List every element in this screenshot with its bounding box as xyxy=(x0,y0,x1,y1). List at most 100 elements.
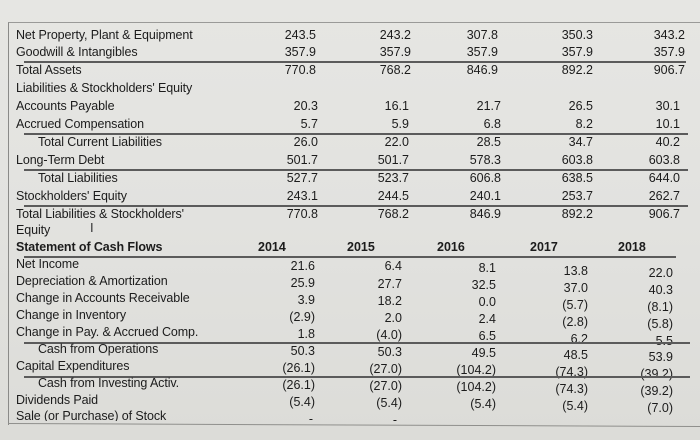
row-label: Total Current Liabilities xyxy=(38,135,162,149)
value-2018: 22.0 xyxy=(648,266,673,280)
value-2017: 26.5 xyxy=(568,99,593,113)
value-2015: 22.0 xyxy=(384,135,409,149)
row-accounts-payable: Accounts Payable 20.3 16.1 21.7 26.5 30.… xyxy=(0,98,700,116)
year-header-2017: 2017 xyxy=(530,240,558,254)
row-label: Change in Accounts Receivable xyxy=(16,291,190,305)
value-2015: (27.0) xyxy=(369,379,402,393)
value-2016: 21.7 xyxy=(476,99,501,113)
row-label: Net Property, Plant & Equipment xyxy=(16,28,193,42)
value-2017: (74.3) xyxy=(555,382,588,396)
value-2015: 16.1 xyxy=(384,99,409,113)
value-2016: (104.2) xyxy=(456,380,496,394)
row-label: Stockholders' Equity xyxy=(16,189,127,203)
value-2016: (5.4) xyxy=(470,397,496,411)
value-2017: 253.7 xyxy=(561,189,593,203)
value-2015: 768.2 xyxy=(379,63,411,77)
value-2017: 892.2 xyxy=(561,207,593,221)
value-2014: (5.4) xyxy=(289,395,315,409)
value-2018: 53.9 xyxy=(648,350,673,364)
row-label: Depreciation & Amortization xyxy=(16,274,168,288)
value-2015: (4.0) xyxy=(376,328,402,342)
value-2016: 8.1 xyxy=(478,261,496,275)
row-total-liabilities-equity: Total Liabilities & Stockholders' Equity… xyxy=(0,206,700,237)
row-change-payables: Change in Pay. & Accrued Comp. 1.8 (4.0)… xyxy=(0,324,700,348)
value-2018: - xyxy=(597,414,667,421)
divider xyxy=(24,169,688,171)
row-label: Total Liabilities xyxy=(38,171,118,185)
value-2014: 25.9 xyxy=(290,276,315,290)
value-2017: (5.7) xyxy=(562,298,588,312)
value-2016: 606.8 xyxy=(469,171,501,185)
row-cash-from-operations: Cash from Operations 50.3 50.3 49.5 48.5… xyxy=(0,341,700,364)
value-2018: 40.2 xyxy=(655,135,680,149)
row-change-ar: Change in Accounts Receivable 3.9 18.2 0… xyxy=(0,290,700,314)
value-2014: 1.8 xyxy=(297,327,315,341)
value-2014: 527.7 xyxy=(286,171,318,185)
row-dividends-paid: Dividends Paid (5.4) (5.4) (5.4) (5.4) (… xyxy=(0,392,700,415)
value-2015: 501.7 xyxy=(377,153,409,167)
value-2015: 2.0 xyxy=(384,311,402,325)
value-2018: 262.7 xyxy=(648,189,680,203)
value-2015: 523.7 xyxy=(377,171,409,185)
value-2018: 10.1 xyxy=(655,117,680,131)
row-total-liabilities: Total Liabilities 527.7 523.7 606.8 638.… xyxy=(0,170,700,188)
section-title: Statement of Cash Flows xyxy=(16,240,163,254)
value-2015: 5.9 xyxy=(391,117,409,131)
row-total-current-liabilities: Total Current Liabilities 26.0 22.0 28.5… xyxy=(0,134,700,152)
divider xyxy=(24,133,688,135)
divider xyxy=(24,342,690,344)
row-label: Change in Pay. & Accrued Comp. xyxy=(16,325,199,339)
value-2014: 770.8 xyxy=(286,207,318,221)
value-2018: 357.9 xyxy=(653,45,685,59)
value-2017: 8.2 xyxy=(575,117,593,131)
value-2017: 357.9 xyxy=(561,45,593,59)
value-2015: - xyxy=(392,413,397,421)
row-stockholders-equity: Stockholders' Equity 243.1 244.5 240.1 2… xyxy=(0,188,700,206)
divider xyxy=(24,61,686,63)
row-label: Total Assets xyxy=(16,63,82,77)
value-2016: 32.5 xyxy=(471,278,496,292)
row-label: Net Income xyxy=(16,257,79,271)
value-2015: 768.2 xyxy=(377,207,409,221)
value-2014: 243.5 xyxy=(284,28,316,42)
row-long-term-debt: Long-Term Debt 501.7 501.7 578.3 603.8 6… xyxy=(0,152,700,170)
value-2014: 5.7 xyxy=(300,117,318,131)
value-2014: 50.3 xyxy=(290,344,315,358)
value-2016: 307.8 xyxy=(466,28,498,42)
row-label-continued: Equity xyxy=(16,223,51,237)
financial-statement-sheet xyxy=(8,22,700,425)
value-2018: 343.2 xyxy=(653,28,685,42)
value-2016: 2.4 xyxy=(478,312,496,326)
value-2018: (7.0) xyxy=(647,401,673,415)
value-2015: (27.0) xyxy=(369,362,402,376)
value-2015: 27.7 xyxy=(377,277,402,291)
value-2017: 892.2 xyxy=(561,63,593,77)
value-2018: (8.1) xyxy=(647,300,673,314)
value-2017: 350.3 xyxy=(561,28,593,42)
value-2014: (2.9) xyxy=(289,310,315,324)
value-2018: (39.2) xyxy=(640,367,673,381)
row-label: Capital Expenditures xyxy=(16,359,130,373)
row-label: Sale (or Purchase) of Stock xyxy=(16,409,167,421)
row-cash-from-investing: Cash from Investing Activ. (26.1) (27.0)… xyxy=(0,375,700,398)
value-2018: 30.1 xyxy=(655,99,680,113)
divider xyxy=(24,256,676,258)
row-label: Long-Term Debt xyxy=(16,153,105,167)
value-2017: 48.5 xyxy=(563,348,588,362)
value-2018: (5.8) xyxy=(647,317,673,331)
row-change-inventory: Change in Inventory (2.9) 2.0 2.4 (2.8) … xyxy=(0,307,700,331)
value-2014: 21.6 xyxy=(290,259,315,273)
row-label: Change in Inventory xyxy=(16,308,126,322)
row-net-income: Net Income 21.6 6.4 8.1 13.8 22.0 xyxy=(0,256,700,280)
value-2015: 18.2 xyxy=(377,294,402,308)
value-2018: 906.7 xyxy=(648,207,680,221)
value-2017: 37.0 xyxy=(563,281,588,295)
value-2014: (26.1) xyxy=(282,378,315,392)
value-2016: 28.5 xyxy=(476,135,501,149)
value-2017: 603.8 xyxy=(561,153,593,167)
value-2016: 6.8 xyxy=(483,117,501,131)
value-2015: 50.3 xyxy=(377,345,402,359)
value-2014: (26.1) xyxy=(282,361,315,375)
row-label: Goodwill & Intangibles xyxy=(16,45,138,59)
cash-flow-header: Statement of Cash Flows 2014 2015 2016 2… xyxy=(0,239,700,257)
